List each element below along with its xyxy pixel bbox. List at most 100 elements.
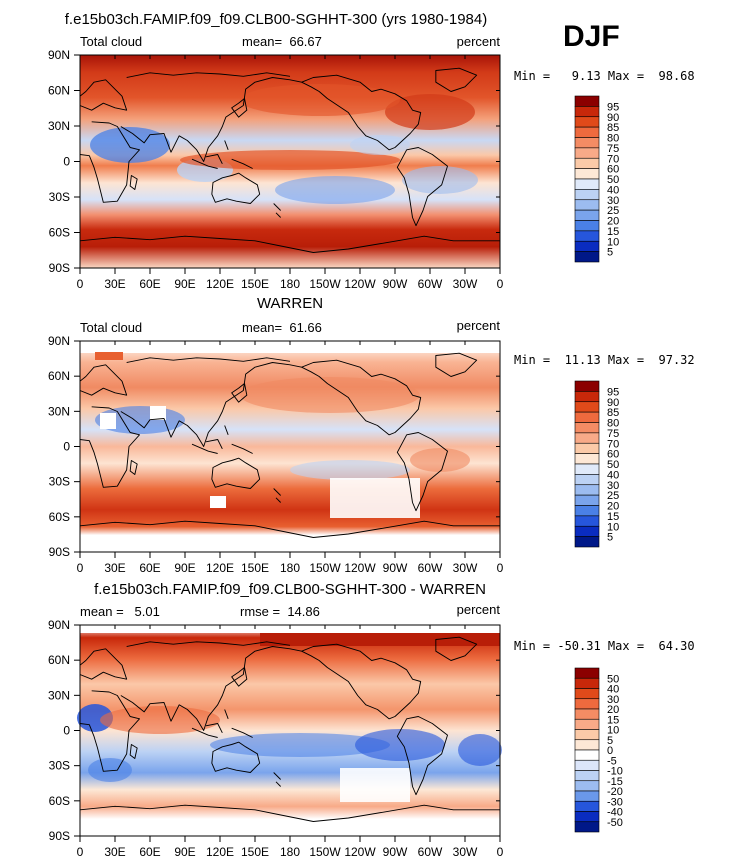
legend-swatch xyxy=(574,759,600,771)
mean-label: mean = 5.01 xyxy=(80,604,160,619)
panel-title: f.e15b03ch.FAMIP.f09_f09.CLB00-SGHHT-300… xyxy=(94,581,486,598)
legend-label: 5 xyxy=(607,247,613,259)
legend-label: 25 xyxy=(607,490,619,502)
x-tick-label: 90W xyxy=(383,561,408,575)
legend-swatch xyxy=(574,718,600,730)
y-tick-label: 60N xyxy=(48,84,70,98)
legend-label: -10 xyxy=(607,766,623,778)
legend-swatch xyxy=(574,790,600,802)
y-tick-label: 90S xyxy=(49,261,70,275)
units-label: percent xyxy=(457,602,501,617)
x-tick-label: 0 xyxy=(77,561,84,575)
x-tick-label: 30E xyxy=(104,845,125,859)
legend-swatch xyxy=(574,698,600,710)
legend-swatch xyxy=(574,189,600,201)
legend-swatch xyxy=(574,811,600,823)
x-tick-label: 150E xyxy=(241,845,269,859)
legend-swatch xyxy=(574,484,600,496)
legend-label: -15 xyxy=(607,776,623,788)
mean-label: mean= 61.66 xyxy=(242,320,322,335)
legend-label: 20 xyxy=(607,216,619,228)
left-label: Total cloud xyxy=(80,320,142,335)
x-tick-label: 60E xyxy=(139,561,160,575)
y-tick-label: 90N xyxy=(48,48,70,62)
legend-swatch xyxy=(574,178,600,190)
x-tick-label: 0 xyxy=(77,277,84,291)
legend-label: 20 xyxy=(607,501,619,513)
cloud-anomaly xyxy=(350,135,410,155)
rmse-label: rmse = 14.86 xyxy=(240,604,320,619)
legend-swatch xyxy=(574,380,600,392)
legend-swatch xyxy=(574,708,600,720)
map-field xyxy=(80,341,500,552)
legend-swatch xyxy=(574,453,600,465)
legend-label: 30 xyxy=(607,195,619,207)
legend-label: 90 xyxy=(607,112,619,124)
y-tick-label: 0 xyxy=(63,724,70,738)
y-tick-label: 30S xyxy=(49,475,70,489)
left-label: Total cloud xyxy=(80,34,142,49)
legend-swatch xyxy=(574,106,600,118)
missing-data-region xyxy=(100,413,116,429)
legend-swatch xyxy=(574,494,600,506)
y-tick-label: 0 xyxy=(63,440,70,454)
legend-swatch xyxy=(574,474,600,486)
legend-swatch xyxy=(574,821,600,833)
units-label: percent xyxy=(457,318,501,333)
minmax-label: Min = 11.13 Max = 97.32 xyxy=(514,353,695,367)
x-tick-label: 180 xyxy=(280,845,300,859)
x-tick-label: 60W xyxy=(418,561,443,575)
y-tick-label: 30S xyxy=(49,190,70,204)
legend-swatch xyxy=(574,505,600,517)
panel-3: f.e15b03ch.FAMIP.f09_f09.CLB00-SGHHT-300… xyxy=(48,581,695,859)
minmax-label: Min = -50.31 Max = 64.30 xyxy=(514,639,695,653)
x-tick-label: 0 xyxy=(497,277,504,291)
legend-label: 20 xyxy=(607,704,619,716)
map-field xyxy=(80,55,500,268)
cloud-anomaly xyxy=(95,352,123,360)
cloud-anomaly xyxy=(402,166,478,194)
cloud-anomaly xyxy=(100,706,220,734)
legend-label: 15 xyxy=(607,226,619,238)
cloud-anomaly xyxy=(260,630,500,646)
legend-label: 60 xyxy=(607,164,619,176)
cloud-anomaly xyxy=(180,150,400,170)
x-tick-label: 90E xyxy=(174,561,195,575)
legend-label: 10 xyxy=(607,521,619,533)
x-tick-label: 30E xyxy=(104,561,125,575)
legend-swatch xyxy=(574,749,600,761)
legend-label: 50 xyxy=(607,459,619,471)
legend-label: 75 xyxy=(607,143,619,155)
x-tick-label: 120W xyxy=(344,561,376,575)
panel-title: f.e15b03ch.FAMIP.f09_f09.CLB00-SGHHT-300… xyxy=(65,11,487,28)
x-tick-label: 30W xyxy=(453,561,478,575)
y-tick-label: 90N xyxy=(48,334,70,348)
legend-label: 60 xyxy=(607,449,619,461)
legend-swatch xyxy=(574,515,600,527)
x-tick-label: 0 xyxy=(497,845,504,859)
panel-title: WARREN xyxy=(257,295,323,312)
x-tick-label: 0 xyxy=(497,561,504,575)
x-tick-label: 90W xyxy=(383,845,408,859)
legend-label: -40 xyxy=(607,807,623,819)
legend-label: 95 xyxy=(607,101,619,113)
legend-swatch xyxy=(574,422,600,434)
legend-label: 70 xyxy=(607,153,619,165)
legend-swatch xyxy=(574,688,600,700)
cloud-field-base xyxy=(80,341,500,552)
units-label: percent xyxy=(457,34,501,49)
x-tick-label: 90E xyxy=(174,845,195,859)
cloud-anomaly xyxy=(275,176,395,204)
y-tick-label: 60N xyxy=(48,369,70,383)
legend-label: 50 xyxy=(607,174,619,186)
legend-label: 70 xyxy=(607,438,619,450)
x-tick-label: 30W xyxy=(453,277,478,291)
legend-swatch xyxy=(574,442,600,454)
x-tick-label: 90E xyxy=(174,277,195,291)
legend-label: 10 xyxy=(607,725,619,737)
y-tick-label: 30S xyxy=(49,759,70,773)
legend-label: -50 xyxy=(607,817,623,829)
legend-swatch xyxy=(574,126,600,138)
legend-swatch xyxy=(574,220,600,232)
minmax-label: Min = 9.13 Max = 98.68 xyxy=(514,69,695,83)
